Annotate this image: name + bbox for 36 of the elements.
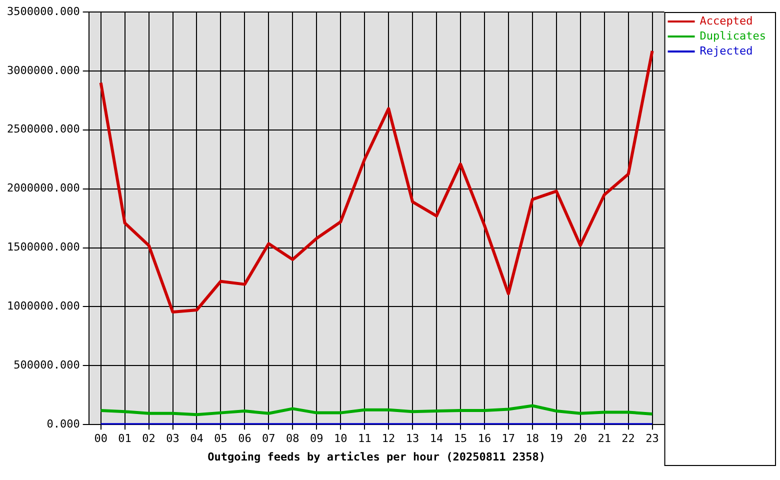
x-tick-label: 01	[118, 432, 132, 446]
x-tick-label: 05	[214, 432, 228, 446]
legend-label: Rejected	[700, 44, 753, 58]
y-tick-label: 3000000.000	[6, 64, 80, 77]
x-tick-label: 16	[478, 432, 492, 446]
legend-label: Duplicates	[700, 29, 766, 42]
y-tick-label: 2000000.000	[6, 182, 80, 195]
y-tick-label: 0.000	[46, 417, 80, 430]
x-tick-label: 03	[166, 432, 180, 446]
x-tick-label: 11	[358, 432, 372, 446]
x-tick-label: 19	[550, 432, 564, 446]
y-tick-label: 1500000.000	[6, 240, 80, 254]
x-tick-label: 00	[94, 432, 108, 446]
y-tick-label: 2500000.000	[6, 122, 80, 136]
x-tick-label: 22	[622, 432, 635, 446]
x-tick-label: 07	[262, 432, 276, 446]
x-tick-label: 10	[334, 432, 348, 446]
x-tick-label: 12	[382, 432, 396, 446]
x-tick-label: 06	[238, 432, 252, 446]
x-tick-label: 21	[598, 432, 611, 446]
x-tick-label: 02	[142, 432, 156, 446]
x-tick-label: 14	[430, 432, 444, 446]
x-tick-label: 08	[286, 432, 300, 446]
y-tick-label: 1000000.000	[6, 300, 80, 313]
x-tick-label: 09	[310, 432, 324, 446]
x-axis-title: Outgoing feeds by articles per hour (20250811 2358)	[208, 450, 546, 464]
x-tick-label: 18	[526, 432, 540, 446]
x-tick-label: 20	[574, 432, 587, 446]
x-tick-label: 17	[502, 432, 516, 446]
x-tick-label: 23	[646, 432, 659, 446]
x-tick-label: 04	[190, 432, 204, 446]
y-tick-label: 3500000.000	[6, 4, 80, 18]
y-tick-label: 500000.000	[14, 358, 80, 372]
legend-label: Accepted	[700, 14, 753, 28]
x-tick-label: 15	[454, 432, 468, 446]
x-tick-label: 13	[406, 432, 420, 446]
